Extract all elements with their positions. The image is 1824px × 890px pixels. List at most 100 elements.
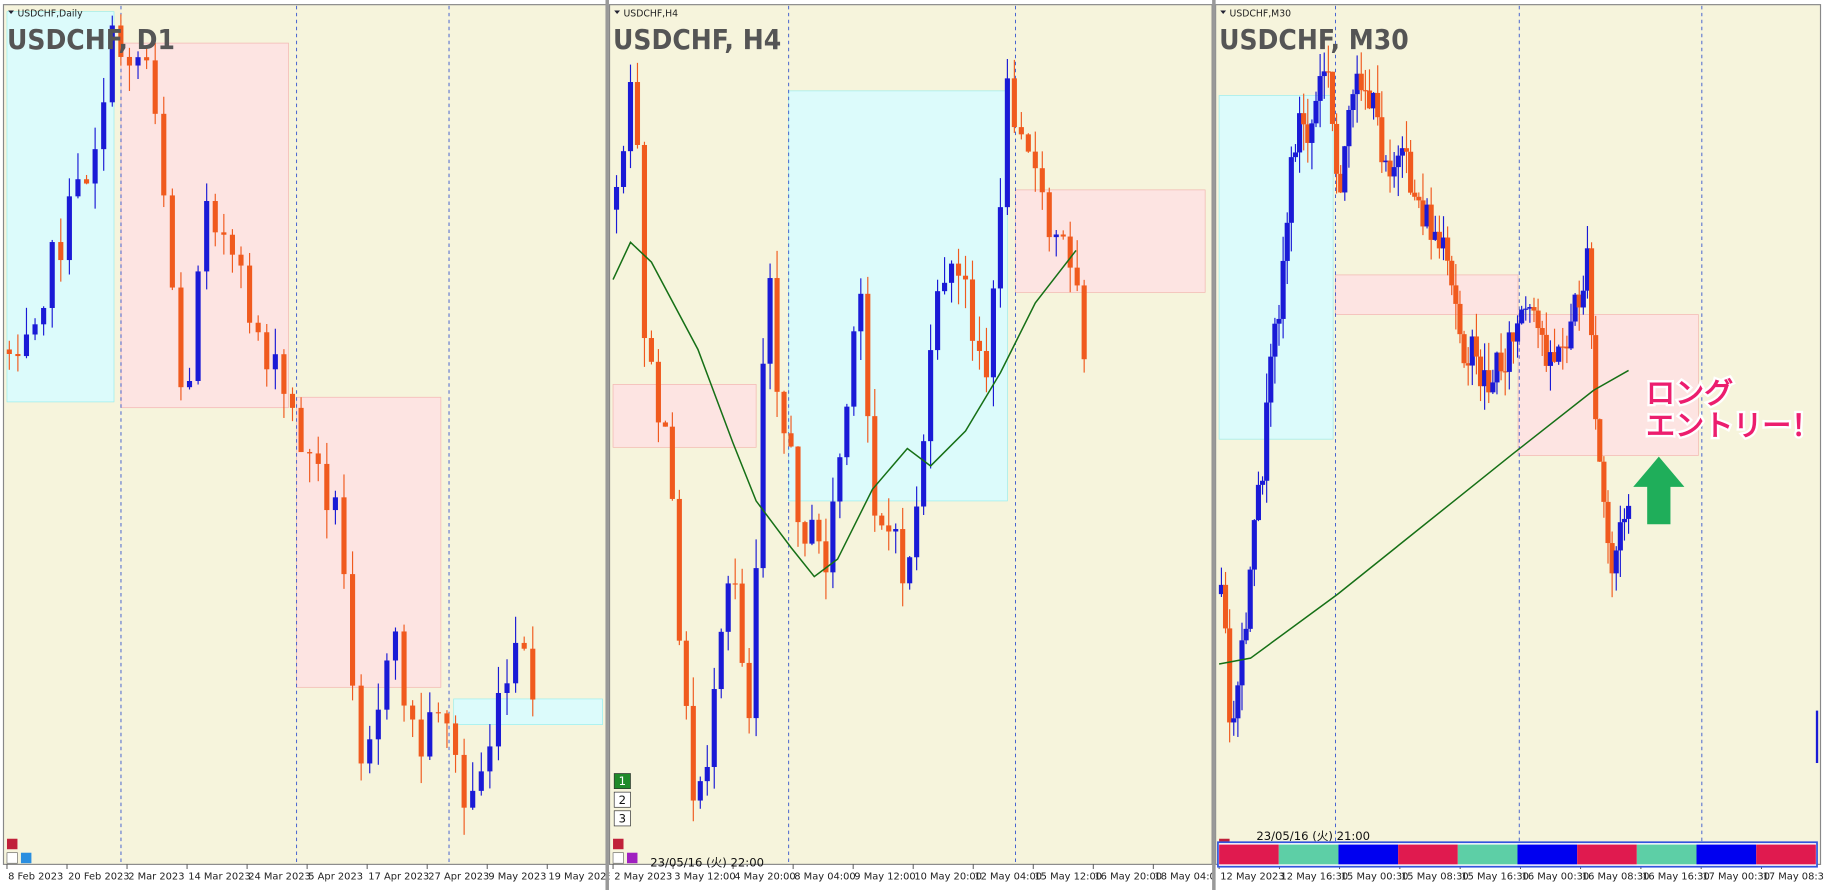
level-button-label: 3 [619,811,626,825]
candle-body [195,271,201,381]
candle-body [1338,173,1344,193]
candle-body [1239,640,1245,686]
candle-body [324,463,330,511]
panel-caption: USDCHF,Daily [17,8,83,19]
candle-body [1445,237,1451,261]
candle-body [1617,522,1623,551]
candle-body [1018,127,1024,135]
candle-body [1465,363,1471,366]
zone [1218,95,1334,440]
candle-body [401,631,407,706]
candle-body [135,57,141,66]
candle-body [427,712,433,757]
candle-body [221,232,227,235]
candle-body [126,56,133,66]
level-button-label: 2 [619,793,626,807]
candle-body [893,529,899,532]
x-axis-label: 8 Feb 2023 [8,872,63,883]
candle-body [1469,336,1475,366]
x-axis-label: 12 May 2023 [1220,872,1284,883]
candle-body [613,186,620,210]
x-axis-label: 15 May 12:00 [1034,872,1102,883]
candle-body [781,391,787,434]
candle-body [332,497,338,511]
candle-body [23,334,30,357]
candle-body [1593,335,1599,420]
candle-body [851,331,857,407]
x-axis-label: 5 Apr 2023 [308,872,363,883]
candle-body [921,441,927,507]
candle-body [1609,543,1615,574]
candle-body [858,293,864,332]
candle-body [1074,267,1080,286]
level-button [613,773,631,790]
candle-body [900,529,906,584]
candle-body [161,113,167,196]
candle-body [1313,100,1319,124]
candle-body [1004,78,1010,208]
x-axis-label: 16 May 08:30 [1582,872,1650,883]
candle-body [1284,222,1290,261]
session-segment [1636,844,1697,865]
candle-body [634,82,641,145]
candle-body [435,712,441,714]
x-axis-label: 2 May 2023 [614,872,672,883]
candle-body [152,60,158,114]
candle-body [1547,352,1553,366]
candle-body [1539,328,1545,335]
candle-body [144,57,150,61]
candle-body [1564,346,1570,349]
candle-body [1297,113,1303,153]
candle-body [212,201,218,233]
candle-body [1432,231,1438,240]
candle-body [1379,117,1385,163]
candle-body [58,242,64,261]
candle-body [418,719,424,757]
candle-body [1060,234,1066,237]
candle-body [1440,237,1447,249]
candle-body [6,349,12,354]
candle-body [955,263,962,276]
candle-body [1613,550,1619,574]
candle-body [990,288,996,378]
candle-body [1457,303,1463,335]
candle-body [410,705,416,720]
session-segment [1457,844,1518,865]
candle-body [1605,501,1611,544]
candle-body [1264,402,1270,481]
candle-body [1453,285,1459,304]
candle-body [837,457,843,502]
candle-body [935,291,941,351]
candle-body [997,207,1003,289]
x-axis-label: 16 May 16:30 [1642,872,1710,883]
x-axis-label: 27 Apr 2023 [428,872,489,883]
zone [1335,274,1519,315]
candle-body [1412,192,1418,197]
window-button [612,852,624,864]
candle-body [281,354,287,394]
timestamp: 23/05/16 (火) 22:00 [650,856,764,870]
candle-body [1358,73,1364,91]
candle-body [1514,323,1521,342]
candle-body [15,353,21,357]
candle-body [669,426,675,499]
candle-body [1395,155,1401,168]
candle-body [725,583,731,632]
candle-body [1572,294,1578,322]
candle-body [1461,334,1467,364]
candle-body [844,406,850,458]
candle-body [1391,167,1397,177]
session-segment [1398,844,1458,865]
candle-body [186,380,193,388]
candle-body [470,790,476,808]
x-axis-label: 8 May 04:00 [794,872,855,883]
zone [296,396,442,688]
candle-body [1597,419,1603,462]
candle-body [392,631,399,661]
moving-average [612,241,1077,578]
candle-body [367,739,373,764]
candle-body [1325,71,1331,73]
zone [6,11,115,403]
candle-body [1292,152,1299,158]
caption-arrow [1220,10,1227,14]
